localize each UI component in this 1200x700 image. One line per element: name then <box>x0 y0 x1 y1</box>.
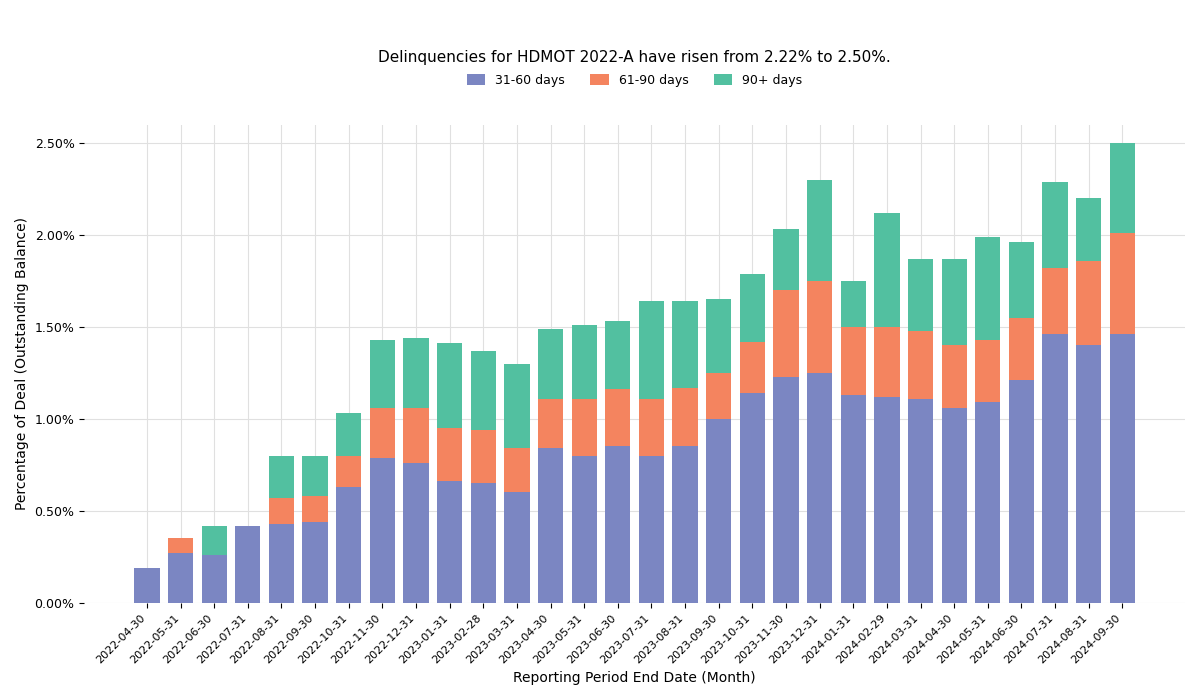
Bar <box>739 342 764 393</box>
Bar <box>605 447 630 603</box>
Bar <box>773 377 799 603</box>
Bar <box>942 259 967 345</box>
Bar <box>773 230 799 290</box>
Bar <box>302 456 328 496</box>
Bar <box>908 398 934 603</box>
Y-axis label: Percentage of Deal (Outstanding Balance): Percentage of Deal (Outstanding Balance) <box>14 217 29 510</box>
Bar <box>808 180 833 281</box>
Bar <box>1076 345 1102 603</box>
Bar <box>605 389 630 447</box>
Bar <box>672 388 697 447</box>
Bar <box>571 325 596 398</box>
Bar <box>235 526 260 603</box>
Bar <box>134 568 160 603</box>
Bar <box>672 301 697 388</box>
Bar <box>808 373 833 603</box>
Bar <box>504 493 529 603</box>
Bar <box>942 345 967 408</box>
Bar <box>168 538 193 553</box>
Bar <box>269 498 294 524</box>
Bar <box>403 408 428 463</box>
Bar <box>875 327 900 397</box>
Bar <box>538 448 563 603</box>
Bar <box>302 496 328 522</box>
Bar <box>403 463 428 603</box>
Bar <box>1076 260 1102 345</box>
Bar <box>403 338 428 408</box>
Bar <box>269 524 294 603</box>
Bar <box>437 428 462 482</box>
Bar <box>1009 318 1034 380</box>
Bar <box>841 281 866 327</box>
Bar <box>202 555 227 603</box>
Bar <box>470 430 496 483</box>
Bar <box>1110 143 1135 233</box>
Bar <box>1076 198 1102 260</box>
Bar <box>773 290 799 377</box>
Bar <box>706 300 731 373</box>
Bar <box>571 456 596 603</box>
Bar <box>1043 268 1068 334</box>
Bar <box>336 487 361 603</box>
Bar <box>168 553 193 603</box>
Bar <box>1009 380 1034 603</box>
Bar <box>638 456 664 603</box>
Bar <box>976 340 1001 402</box>
Bar <box>1043 334 1068 603</box>
Bar <box>706 419 731 603</box>
Bar <box>538 398 563 448</box>
Bar <box>370 408 395 458</box>
Bar <box>672 447 697 603</box>
Bar <box>841 395 866 603</box>
Bar <box>504 448 529 493</box>
Bar <box>605 321 630 389</box>
Bar <box>269 456 294 498</box>
Bar <box>808 281 833 373</box>
Bar <box>336 414 361 456</box>
Bar <box>942 408 967 603</box>
Bar <box>504 364 529 448</box>
Bar <box>841 327 866 395</box>
Bar <box>437 482 462 603</box>
Bar <box>202 526 227 555</box>
Bar <box>908 330 934 398</box>
Bar <box>638 398 664 456</box>
Bar <box>739 393 764 603</box>
Bar <box>638 301 664 398</box>
Bar <box>437 344 462 428</box>
X-axis label: Reporting Period End Date (Month): Reporting Period End Date (Month) <box>514 671 756 685</box>
Bar <box>908 259 934 330</box>
Bar <box>538 329 563 398</box>
Bar <box>976 237 1001 340</box>
Bar <box>1110 233 1135 334</box>
Bar <box>302 522 328 603</box>
Bar <box>470 483 496 603</box>
Bar <box>1043 181 1068 268</box>
Bar <box>370 340 395 408</box>
Bar <box>370 458 395 603</box>
Bar <box>976 402 1001 603</box>
Bar <box>706 373 731 419</box>
Legend: 31-60 days, 61-90 days, 90+ days: 31-60 days, 61-90 days, 90+ days <box>462 69 808 92</box>
Bar <box>571 398 596 456</box>
Title: Delinquencies for HDMOT 2022-A have risen from 2.22% to 2.50%.: Delinquencies for HDMOT 2022-A have rise… <box>378 50 892 65</box>
Bar <box>875 213 900 327</box>
Bar <box>470 351 496 430</box>
Bar <box>1009 242 1034 318</box>
Bar <box>336 456 361 487</box>
Bar <box>739 274 764 342</box>
Bar <box>875 397 900 603</box>
Bar <box>1110 334 1135 603</box>
